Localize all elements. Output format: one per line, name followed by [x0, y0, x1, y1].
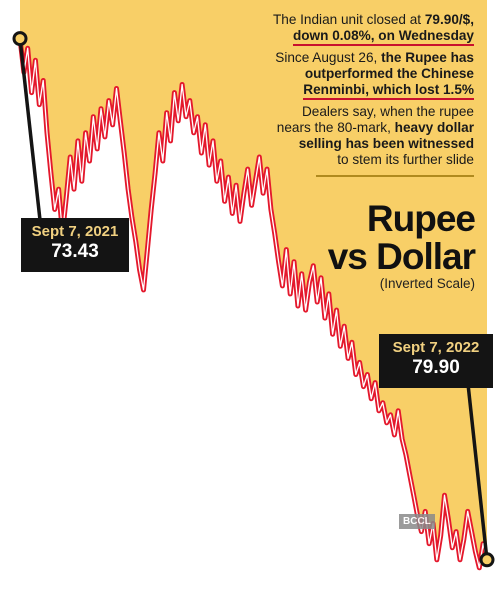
notes-panel: The Indian unit closed at 79.90/$, down … [248, 10, 474, 181]
note-dealers-bold-1: heavy dollar [394, 120, 474, 135]
point-end [479, 552, 495, 568]
callout-end: Sept 7, 2022 79.90 [379, 334, 493, 388]
note-closing-text: The Indian unit closed at [272, 12, 425, 27]
note-dealers-bold-2: selling has been witnessed [298, 136, 474, 151]
callout-start-date: Sept 7, 2021 [31, 223, 119, 240]
note-renminbi-bold-2: outperformed the Chinese [304, 66, 474, 81]
note-closing-rate: 79.90/$, [424, 12, 474, 27]
series-line-highlight [19, 38, 488, 569]
note-renminbi-bold-3: Renminbi, which lost 1.5% [303, 82, 474, 100]
note-closing-change: down 0.08%, on Wednesday [292, 28, 474, 46]
leader-start [18, 38, 42, 221]
note-dealers-line-4: to stem its further slide [337, 152, 474, 167]
notes-divider [316, 175, 474, 177]
callout-end-date: Sept 7, 2022 [392, 339, 480, 356]
leader-end [466, 383, 489, 560]
chart-subtitle: (Inverted Scale) [379, 276, 475, 291]
point-start [12, 31, 28, 47]
note-dealers: Dealers say, when the rupee nears the 80… [248, 102, 474, 172]
chart-title: Rupee vs Dollar [325, 198, 476, 277]
callout-start: Sept 7, 2021 73.43 [21, 218, 129, 272]
note-renminbi-bold-1: the Rupee has [381, 50, 474, 65]
callout-end-value: 79.90 [412, 357, 460, 378]
area-fill [20, 0, 487, 568]
note-renminbi-text: Since August 26, [275, 50, 382, 65]
note-renminbi: Since August 26, the Rupee has outperfor… [248, 48, 474, 102]
note-closing: The Indian unit closed at 79.90/$, down … [248, 10, 474, 48]
note-dealers-line-1: Dealers say, when the rupee [301, 104, 474, 119]
bccl-watermark: BCCL [399, 514, 435, 529]
callout-start-value: 73.43 [51, 241, 99, 262]
chart-title-text: Rupee vs Dollar [327, 198, 476, 277]
note-dealers-line-2: nears the 80-mark, [276, 120, 395, 135]
